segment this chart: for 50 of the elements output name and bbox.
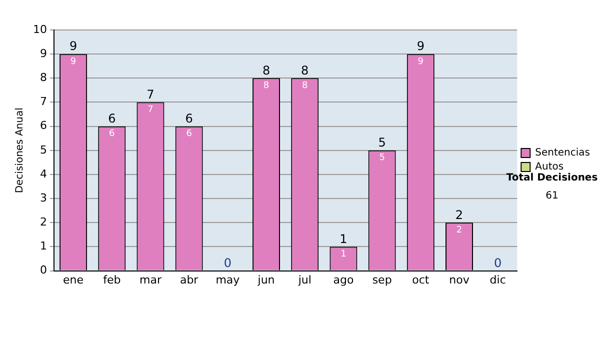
x-tick-label: sep [372,273,392,286]
total-label: 0 [224,256,232,270]
y-tick-label: 3 [40,191,47,204]
data-label: 2 [456,225,462,236]
y-tick-label: 10 [32,22,47,36]
data-label: 6 [186,129,192,140]
y-tick-label: 5 [40,143,47,156]
legend-label: Sentencias [535,148,590,159]
x-tick-label: jul [297,273,312,286]
x-tick-label: mar [139,273,162,286]
x-tick-label: jun [256,273,275,286]
y-tick-label: 6 [40,119,47,132]
total-label: 9 [69,39,78,54]
total-label: 6 [108,111,116,126]
y-axis-title: Decisiones Anual [14,108,26,194]
data-label: 6 [109,129,116,140]
data-label: 9 [418,56,424,67]
y-tick-label: 4 [40,167,47,180]
x-tick-label: feb [103,273,121,286]
total-label: 1 [340,232,348,246]
total-label: 0 [494,256,502,270]
total-label: 5 [378,136,386,150]
y-tick-label: 8 [40,71,47,84]
y-tick-label: 7 [40,95,47,108]
x-tick-label: may [216,273,240,286]
annotation: Total Decisiones [506,172,598,184]
y-tick-label: 2 [40,216,47,228]
x-tick-label: abr [180,273,199,286]
data-label: 9 [70,56,76,67]
total-label: 6 [185,111,193,126]
total-label: 2 [455,208,464,222]
x-tick-label: nov [449,273,470,286]
y-tick-label: 9 [40,46,47,60]
data-label: 1 [340,250,346,260]
y-tick-label: 1 [40,240,47,253]
x-tick-label: ene [63,273,84,286]
x-tick-label: ago [333,273,354,286]
text: 61 [546,190,558,202]
x-tick-label: oct [412,273,430,286]
y-tick-label: 0 [40,264,47,277]
data-label: 8 [302,81,308,92]
total-label: 8 [301,63,309,78]
total-label: 9 [416,39,424,54]
x-tick-label: dic [490,273,506,286]
data-label: 8 [263,81,270,92]
data-label: 5 [379,153,385,164]
data-label: 7 [148,105,154,116]
legend-label: Autos [535,162,564,173]
total-label: 8 [262,63,270,78]
total-label: 7 [146,87,154,102]
